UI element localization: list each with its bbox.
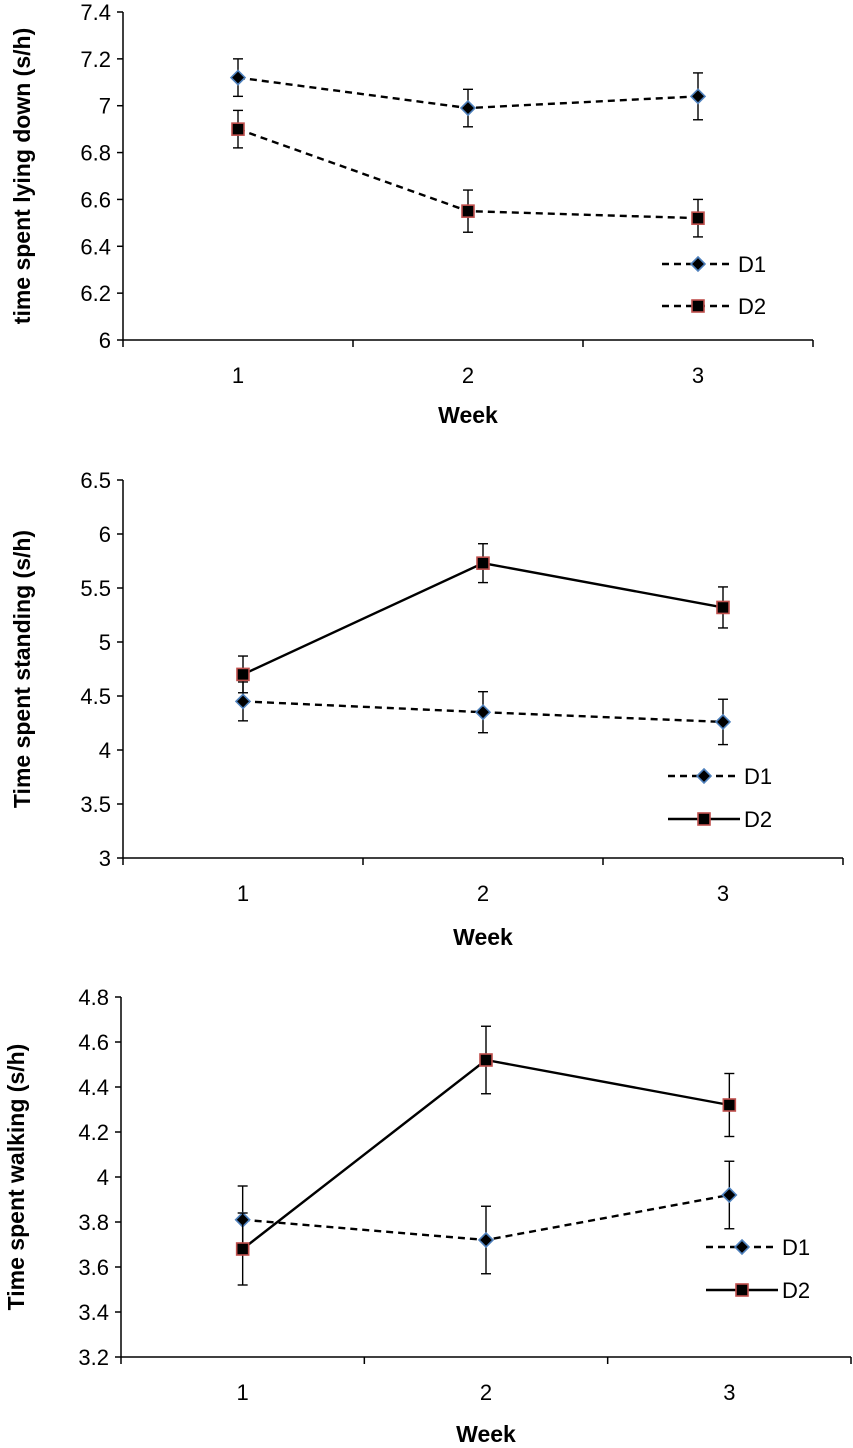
legend-marker-d2 <box>735 1283 749 1297</box>
y-tick-label: 3.6 <box>78 1255 109 1280</box>
y-tick-label: 4.6 <box>78 1030 109 1055</box>
y-axis-title: Time spent walking (s/h) <box>3 1044 29 1311</box>
legend: D1 D2 <box>668 764 772 832</box>
data-point-d2-week-2 <box>479 1053 493 1067</box>
y-tick-label: 7 <box>99 94 111 119</box>
legend-label-d1: D1 <box>738 252 766 277</box>
y-tick-label: 3.2 <box>78 1345 109 1370</box>
y-tick-label: 6.4 <box>80 234 111 259</box>
y-tick-label: 6.6 <box>80 187 111 212</box>
data-point-d1-week-1 <box>229 69 247 86</box>
x-axis-title: Week <box>453 924 513 950</box>
y-tick-label: 3.4 <box>78 1300 109 1325</box>
x-axis-title: Week <box>456 1421 516 1447</box>
data-point-d1-week-3 <box>689 88 707 105</box>
chart-panel-3: 3.2 3.4 3.6 3.8 4 4.2 4.4 4.6 4.8 1 2 3 Week Time spe… <box>3 985 852 1447</box>
data-point-d1-week-3 <box>714 713 732 731</box>
y-tick-label: 5 <box>99 630 111 655</box>
y-tick-label: 6.2 <box>80 281 111 306</box>
y-tick-label: 6.5 <box>80 468 111 493</box>
y-tick-label: 4.2 <box>78 1120 109 1145</box>
x-tick-label: 2 <box>480 1380 492 1405</box>
y-tick-label: 4 <box>99 738 111 763</box>
series-d1 <box>234 1160 738 1275</box>
y-tick-label: 5.5 <box>80 576 111 601</box>
y-tick-label: 3.5 <box>80 792 111 817</box>
series-d1 <box>234 681 732 746</box>
series-d2 <box>236 543 730 694</box>
series-d2 <box>235 1025 737 1286</box>
x-tick-label: 2 <box>462 363 474 388</box>
chart-panel-1: 6 6.2 6.4 6.6 6.8 7 7.2 7.4 1 2 3 Week time spent ly… <box>9 0 814 428</box>
data-point-d2-week-1 <box>235 1242 250 1256</box>
legend-label-d1: D1 <box>744 764 772 789</box>
y-tick-label: 3 <box>99 846 111 871</box>
x-tick-label: 1 <box>237 1380 249 1405</box>
y-tick-label: 4.5 <box>80 684 111 709</box>
data-point-d1-week-2 <box>477 1231 495 1249</box>
x-tick-label: 3 <box>723 1380 735 1405</box>
y-tick-label: 4 <box>97 1165 109 1190</box>
legend-marker-d2 <box>697 812 711 826</box>
data-point-d2-week-3 <box>722 1098 737 1112</box>
data-point-d2-week-3 <box>691 211 705 225</box>
legend-label-d2: D2 <box>744 807 772 832</box>
y-tick-label: 6.8 <box>80 141 111 166</box>
x-tick-label: 1 <box>232 363 244 388</box>
data-point-d2-week-2 <box>461 204 475 218</box>
data-point-d1-week-2 <box>459 99 477 117</box>
data-point-d2-week-2 <box>476 556 490 570</box>
data-point-d2-week-3 <box>716 600 730 615</box>
x-axis-title: Week <box>438 402 498 428</box>
legend-label-d2: D2 <box>738 294 766 319</box>
legend-marker-d1 <box>733 1238 751 1256</box>
data-point-d2-week-1 <box>236 667 250 682</box>
y-axis-title: time spent lying down (s/h) <box>9 28 35 324</box>
data-point-d1-week-3 <box>721 1186 738 1204</box>
legend-label-d1: D1 <box>782 1235 810 1260</box>
y-tick-label: 6 <box>99 522 111 547</box>
series-d2 <box>231 109 705 238</box>
y-tick-label: 7.2 <box>80 47 111 72</box>
legend-label-d2: D2 <box>782 1278 810 1303</box>
x-tick-label: 3 <box>717 881 729 906</box>
y-tick-label: 4.8 <box>78 985 109 1010</box>
chart-panel-2: 3 3.5 4 4.5 5 5.5 6 6.5 1 2 3 Week Time spent standi… <box>9 468 844 950</box>
data-point-d1-week-2 <box>474 704 492 721</box>
y-tick-label: 6 <box>99 328 111 353</box>
series-d1 <box>229 58 707 128</box>
data-point-d1-week-1 <box>234 693 252 710</box>
legend: D1 D2 <box>662 252 766 319</box>
legend-marker-d1 <box>695 767 713 785</box>
data-point-d2-week-1 <box>231 122 245 136</box>
x-tick-label: 3 <box>692 363 704 388</box>
x-tick-label: 2 <box>477 881 489 906</box>
legend-marker-d2 <box>691 299 705 313</box>
y-axis-title: Time spent standing (s/h) <box>9 530 35 808</box>
legend: D1 D2 <box>706 1235 810 1303</box>
x-tick-label: 1 <box>237 881 249 906</box>
y-tick-label: 4.4 <box>78 1075 109 1100</box>
y-tick-label: 3.8 <box>78 1210 109 1235</box>
legend-marker-d1 <box>689 255 707 273</box>
y-tick-label: 7.4 <box>80 0 111 25</box>
